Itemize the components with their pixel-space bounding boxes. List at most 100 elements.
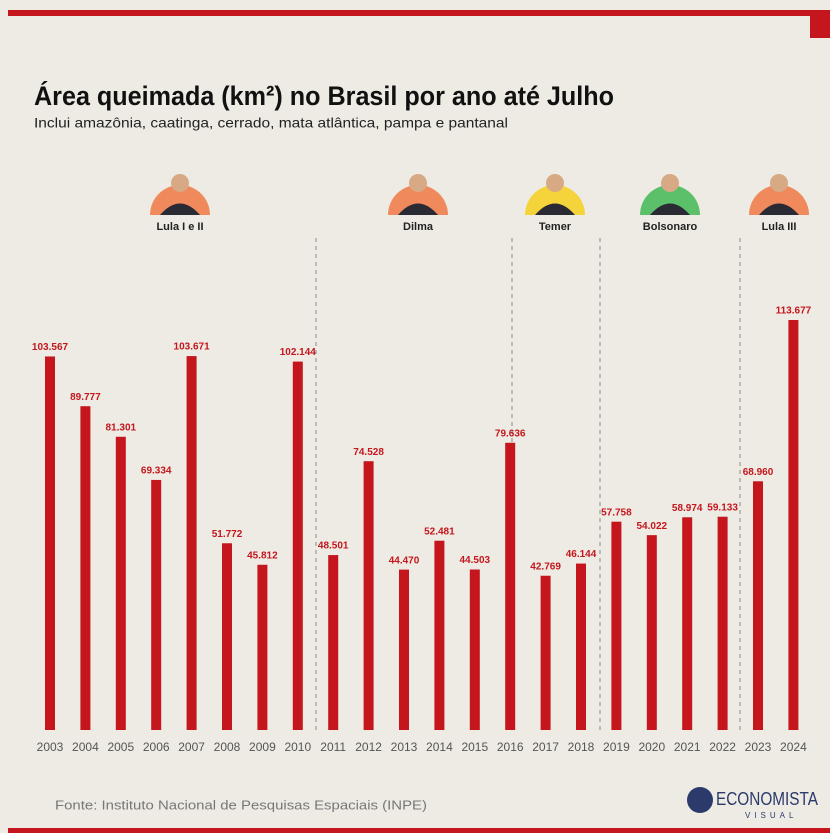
period-label: Dilma: [403, 221, 434, 233]
x-tick-label: 2015: [461, 740, 488, 754]
x-tick-label: 2003: [37, 740, 64, 754]
portrait-halo: [525, 185, 585, 215]
x-tick-label: 2014: [426, 740, 453, 754]
portrait-head: [409, 174, 427, 192]
x-tick-label: 2004: [72, 740, 99, 754]
portrait-halo: [150, 185, 210, 215]
bar: [682, 517, 693, 730]
x-tick-label: 2024: [780, 740, 807, 754]
bar: [540, 575, 551, 730]
value-label: 45.812: [247, 550, 278, 561]
value-label: 51.772: [212, 529, 243, 540]
bar: [469, 569, 480, 730]
bar: [505, 442, 516, 730]
portrait-head: [661, 174, 679, 192]
value-label: 113.677: [776, 306, 812, 317]
value-label: 54.022: [637, 521, 668, 532]
portrait: [749, 174, 809, 215]
logo: ECONOMISTA VISUAL: [687, 787, 818, 820]
top-band: [8, 10, 830, 16]
chart-title: Área queimada (km²) no Brasil por ano at…: [34, 80, 614, 111]
bar: [328, 555, 339, 730]
bar: [151, 479, 162, 730]
portrait-halo: [388, 185, 448, 215]
bottom-band: [8, 828, 830, 833]
portrait-body: [535, 203, 575, 215]
value-label: 74.528: [353, 447, 384, 458]
bar: [222, 543, 232, 730]
bar: [434, 540, 445, 730]
bar: [646, 535, 657, 730]
value-label: 69.334: [141, 466, 172, 477]
value-label: 44.503: [460, 555, 491, 566]
value-label: 68.960: [743, 467, 774, 478]
bar: [576, 563, 586, 730]
bar: [186, 356, 197, 730]
period-label: Lula III: [762, 221, 797, 233]
period-label: Temer: [539, 221, 572, 233]
brand-name: ECONOMISTA: [716, 789, 818, 809]
portrait: [640, 174, 700, 215]
x-tick-label: 2008: [214, 740, 241, 754]
x-tick-label: 2022: [709, 740, 736, 754]
portrait-halo: [749, 185, 809, 215]
bar: [611, 521, 622, 730]
x-tick-label: 2007: [178, 740, 205, 754]
x-tick-label: 2011: [320, 740, 346, 754]
portrait: [388, 174, 448, 215]
x-tick-label: 2005: [107, 740, 134, 754]
bar: [788, 320, 799, 730]
portrait-body: [759, 203, 799, 215]
portrait: [150, 174, 210, 215]
portrait: [525, 174, 585, 215]
x-tick-label: 2013: [391, 740, 418, 754]
portrait-head: [171, 174, 189, 192]
bar: [115, 436, 126, 730]
bar: [399, 569, 409, 730]
x-tick-label: 2009: [249, 740, 276, 754]
value-label: 52.481: [424, 526, 455, 537]
portrait-body: [398, 203, 438, 215]
x-tick-label: 2018: [568, 740, 595, 754]
period-label: Bolsonaro: [643, 221, 698, 233]
value-label: 42.769: [530, 561, 561, 572]
value-label: 89.777: [70, 392, 101, 403]
period-label: Lula I e II: [156, 221, 203, 233]
value-label: 48.501: [318, 541, 349, 552]
bar: [45, 356, 55, 730]
value-label: 46.144: [566, 549, 597, 560]
value-label: 81.301: [106, 422, 137, 433]
source: Fonte: Instituto Nacional de Pesquisas E…: [55, 797, 427, 812]
value-label: 57.758: [601, 507, 632, 518]
value-label: 102.144: [280, 347, 317, 358]
logo-icon: [687, 787, 713, 813]
value-label: 103.567: [32, 342, 69, 353]
portrait-head: [770, 174, 788, 192]
x-tick-label: 2006: [143, 740, 170, 754]
value-label: 59.133: [707, 502, 738, 513]
brand-sub: VISUAL: [745, 811, 797, 820]
portrait-halo: [640, 185, 700, 215]
x-tick-label: 2012: [355, 740, 382, 754]
bar: [753, 481, 763, 730]
x-tick-label: 2016: [497, 740, 524, 754]
portrait-body: [160, 203, 200, 215]
value-label: 79.636: [495, 428, 526, 439]
portrait-body: [650, 203, 690, 215]
x-tick-label: 2017: [532, 740, 559, 754]
chart-subtitle: Inclui amazônia, caatinga, cerrado, mata…: [34, 115, 508, 131]
value-label: 44.470: [389, 555, 420, 566]
bar: [363, 461, 374, 730]
bar: [257, 564, 268, 730]
corner-block: [810, 10, 830, 38]
value-label: 58.974: [672, 503, 703, 514]
bar: [717, 516, 728, 730]
x-tick-label: 2021: [674, 740, 701, 754]
x-tick-label: 2020: [638, 740, 665, 754]
bar: [80, 406, 91, 730]
x-tick-label: 2019: [603, 740, 630, 754]
bar: [292, 361, 303, 730]
portrait-head: [546, 174, 564, 192]
value-label: 103.671: [174, 342, 211, 353]
